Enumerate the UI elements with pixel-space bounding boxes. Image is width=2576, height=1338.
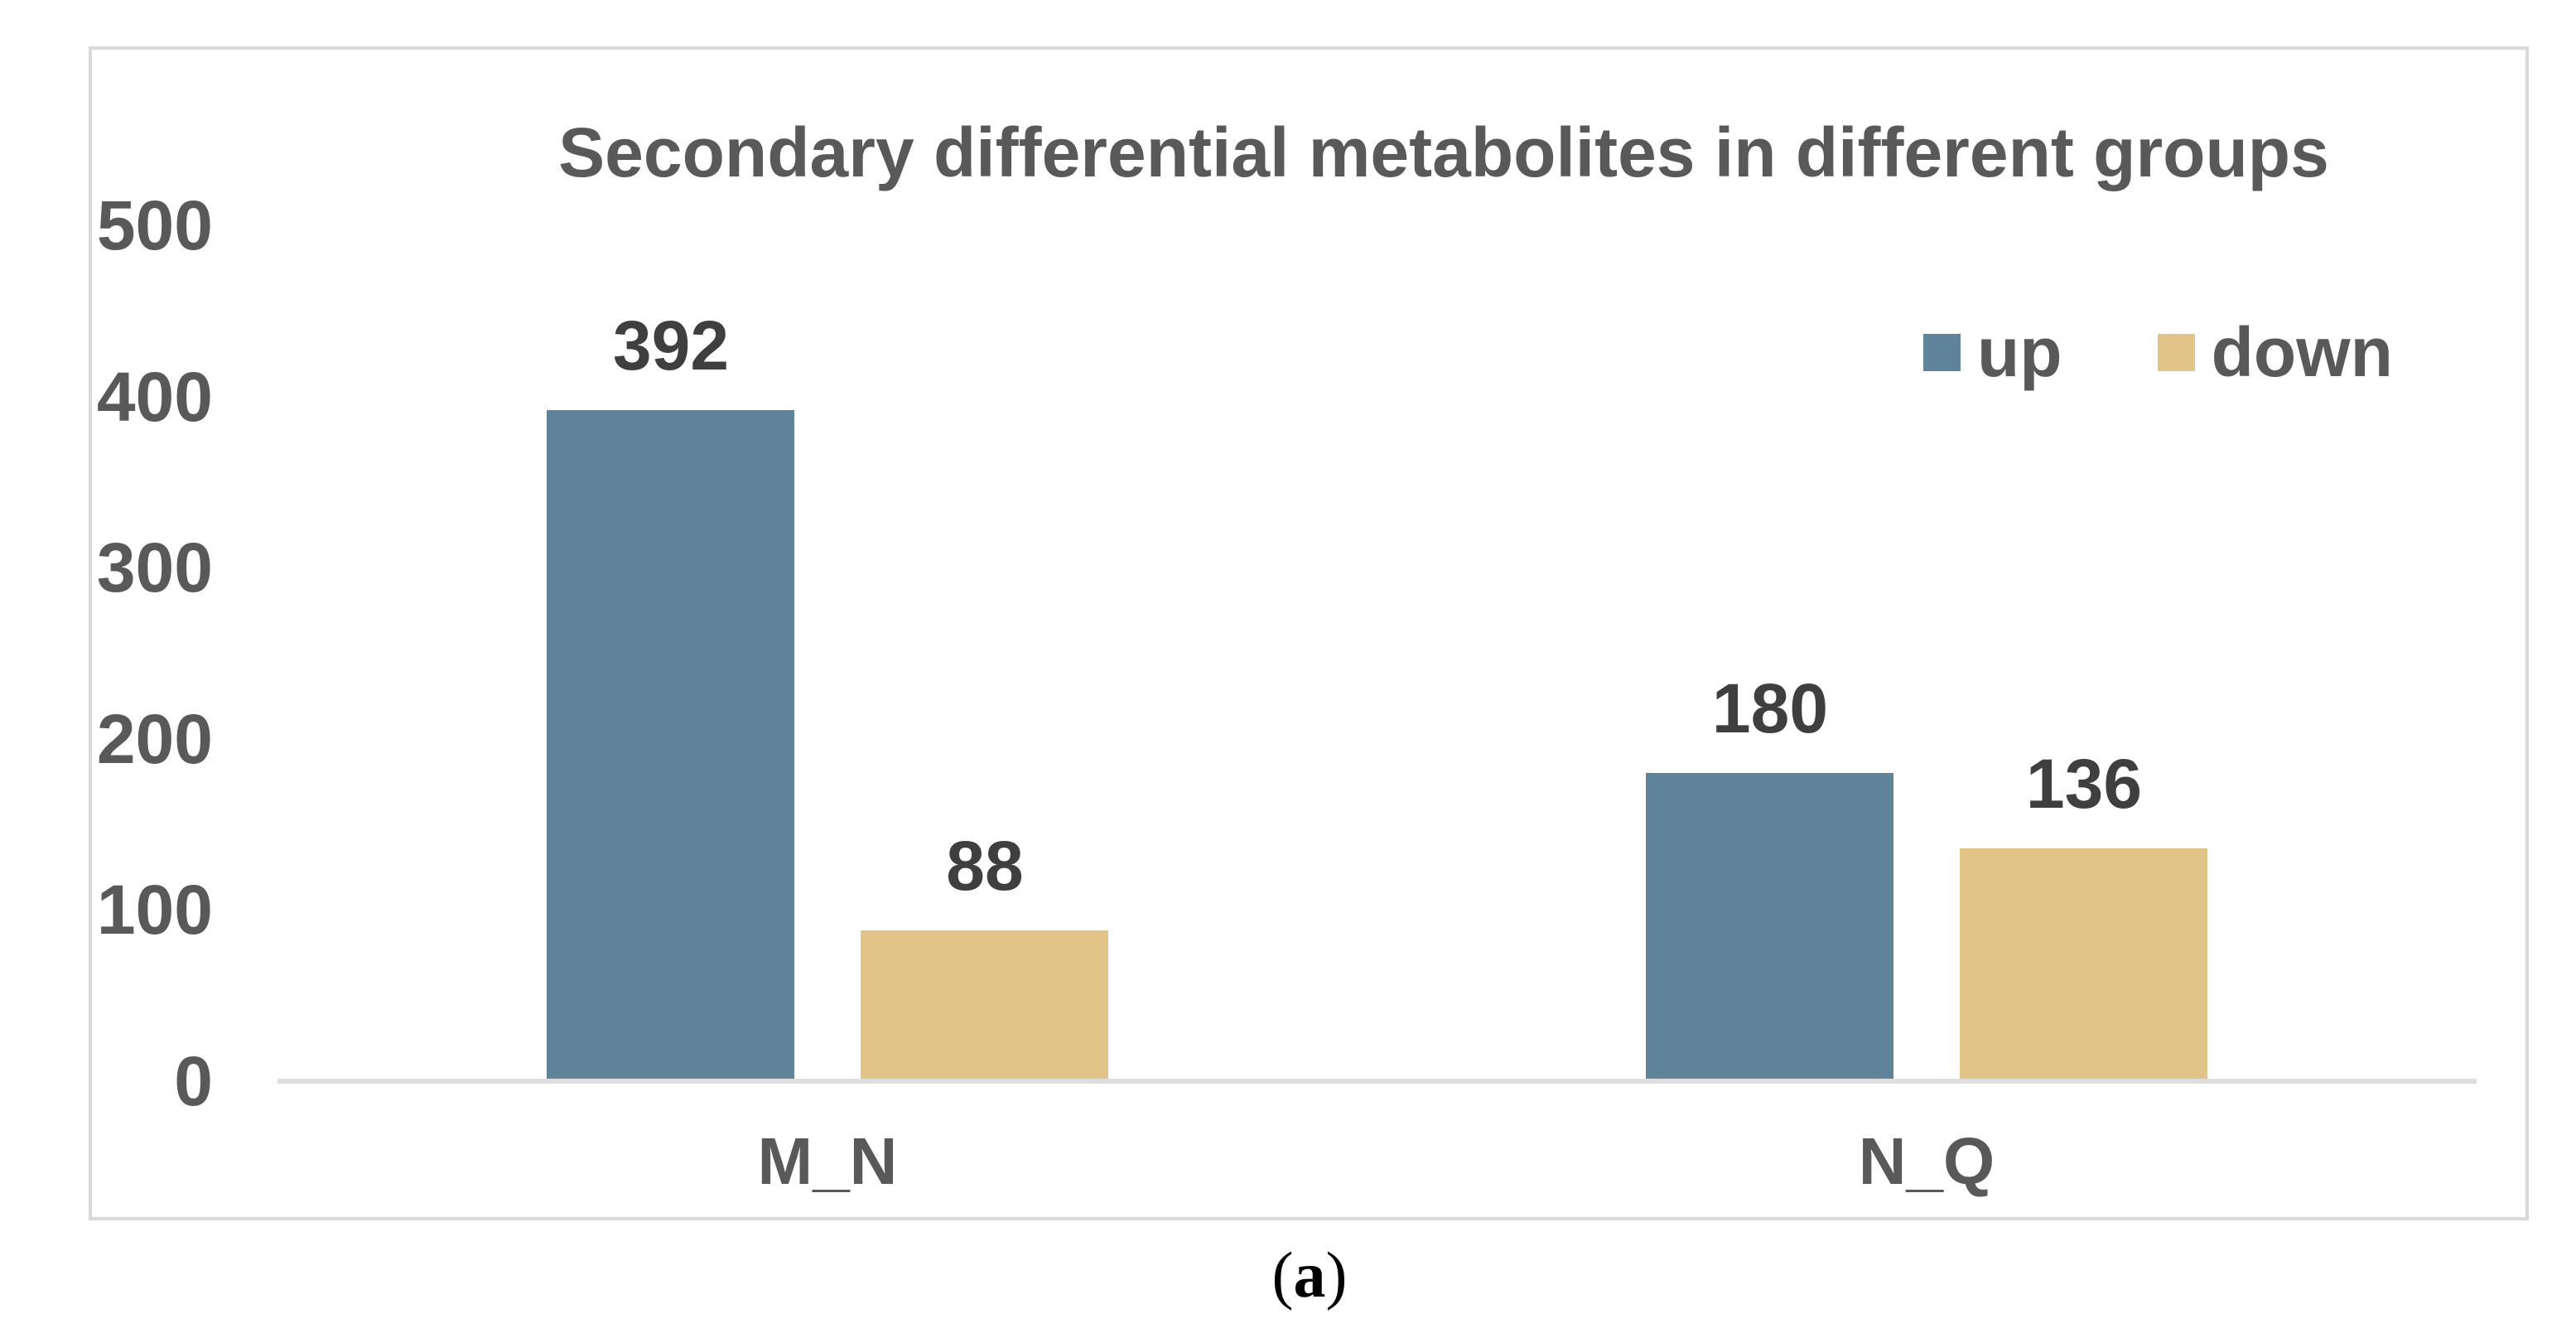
legend-swatch-down-icon (2157, 333, 2195, 371)
category-label-M_N: M_N (757, 1124, 898, 1198)
category-label-N_Q: N_Q (1858, 1124, 1995, 1198)
legend-swatch-up-icon (1923, 333, 1961, 371)
bar-M_N-down (861, 930, 1108, 1081)
y-tick-label-300: 300 (96, 529, 213, 606)
legend-label-up: up (1977, 313, 2062, 391)
chart-title: Secondary differential metabolites in di… (558, 114, 2329, 191)
chart-legend: up down (1923, 317, 2393, 387)
bar-N_Q-up (1646, 773, 1893, 1081)
data-label-M_N-up: 392 (612, 307, 730, 384)
data-label-N_Q-down: 136 (2025, 745, 2143, 823)
y-tick-label-0: 0 (174, 1042, 213, 1120)
data-label-N_Q-up: 180 (1711, 669, 1829, 747)
y-tick-label-200: 200 (96, 700, 213, 778)
legend-item-down: down (2157, 313, 2393, 391)
bar-M_N-up (547, 410, 794, 1081)
y-tick-label-100: 100 (96, 871, 213, 949)
caption-label: a (1293, 1239, 1326, 1311)
x-axis-line (277, 1079, 2477, 1084)
legend-label-down: down (2211, 313, 2393, 391)
legend-item-up: up (1923, 317, 2062, 387)
y-tick-label-400: 400 (96, 358, 213, 436)
y-tick-label-500: 500 (96, 186, 213, 264)
bar-N_Q-down (1960, 848, 2207, 1081)
caption-paren-open: ( (1271, 1239, 1294, 1311)
figure-caption: (a) (43, 1243, 2576, 1307)
data-label-M_N-down: 88 (946, 827, 1024, 905)
caption-paren-close: ) (1325, 1239, 1348, 1311)
